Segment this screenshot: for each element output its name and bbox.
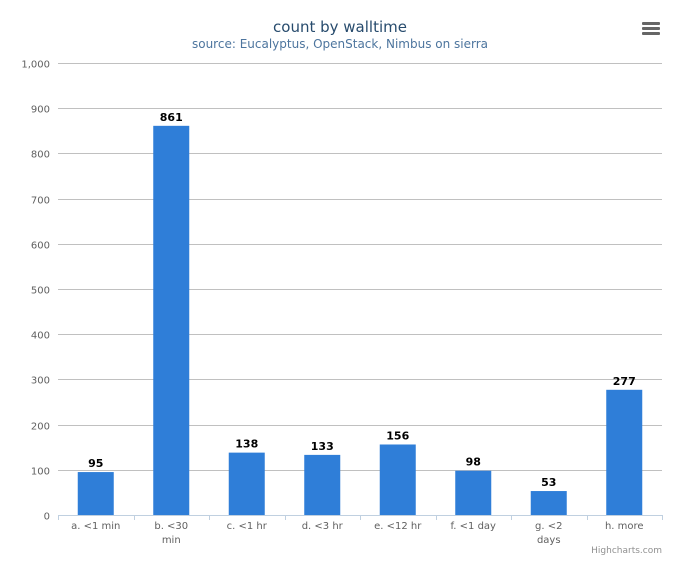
y-tick-label: 0: [44, 512, 50, 523]
credits-link[interactable]: Highcharts.com: [591, 546, 662, 556]
y-tick-label: 700: [31, 196, 50, 207]
data-labels: 95 861 138 133 156 98 53 277: [88, 111, 636, 489]
x-tick-label-line: b. <30: [154, 521, 188, 532]
y-tick-label: 300: [31, 376, 50, 387]
x-tick-label-line: days: [537, 535, 561, 546]
x-tick-label: f. <1 day: [451, 521, 497, 532]
bar[interactable]: [455, 470, 492, 515]
x-tick-label-line: d. <3 hr: [302, 521, 344, 532]
y-tick-label: 1,000: [21, 60, 50, 71]
bars: [77, 125, 643, 515]
data-label: 53: [541, 476, 556, 489]
hamburger-menu-icon[interactable]: [638, 17, 664, 41]
x-tick-label: c. <1 hr: [227, 521, 268, 532]
chart-subtitle: source: Eucalyptus, OpenStack, Nimbus on…: [192, 37, 488, 51]
data-label: 277: [613, 375, 636, 388]
data-label: 861: [160, 111, 183, 124]
data-label: 98: [466, 456, 481, 469]
x-tick-label: e. <12 hr: [374, 521, 422, 532]
bar[interactable]: [530, 491, 567, 515]
data-label: 138: [235, 438, 258, 451]
x-tick-label-line: a. <1 min: [71, 521, 120, 532]
bar[interactable]: [379, 444, 416, 515]
x-tick-label-line: c. <1 hr: [227, 521, 268, 532]
x-tick-label-line: g. <2: [535, 521, 562, 532]
x-axis: a. <1 min b. <30 min c. <1 hr d. <3 hr e. <12…: [58, 515, 663, 546]
x-tick-label: h. more: [605, 521, 644, 532]
bar[interactable]: [304, 454, 341, 515]
bar[interactable]: [606, 389, 643, 515]
x-tick-label: d. <3 hr: [302, 521, 344, 532]
data-label: 133: [311, 440, 334, 453]
bar[interactable]: [153, 125, 190, 515]
y-axis: 0 100 200 300 400 500 600 700 800 900 1,000: [21, 60, 50, 523]
x-tick-label: a. <1 min: [71, 521, 120, 532]
y-tick-label: 200: [31, 422, 50, 433]
grid-lines: [58, 63, 662, 516]
y-tick-label: 100: [31, 467, 50, 478]
x-tick-label: g. <2 days: [535, 521, 562, 546]
bar[interactable]: [77, 472, 114, 515]
y-tick-label: 600: [31, 241, 50, 252]
x-tick-label-line: f. <1 day: [451, 521, 497, 532]
data-label: 156: [386, 429, 409, 442]
y-tick-label: 400: [31, 331, 50, 342]
x-tick-label-line: e. <12 hr: [374, 521, 422, 532]
x-tick-label-line: min: [162, 535, 181, 546]
bar[interactable]: [228, 452, 265, 515]
y-tick-label: 800: [31, 150, 50, 161]
x-tick-label-line: h. more: [605, 521, 644, 532]
y-tick-label: 900: [31, 105, 50, 116]
data-label: 95: [88, 457, 103, 470]
x-tick-label: b. <30 min: [154, 521, 188, 546]
chart-title: count by walltime: [273, 18, 407, 36]
y-tick-label: 500: [31, 286, 50, 297]
